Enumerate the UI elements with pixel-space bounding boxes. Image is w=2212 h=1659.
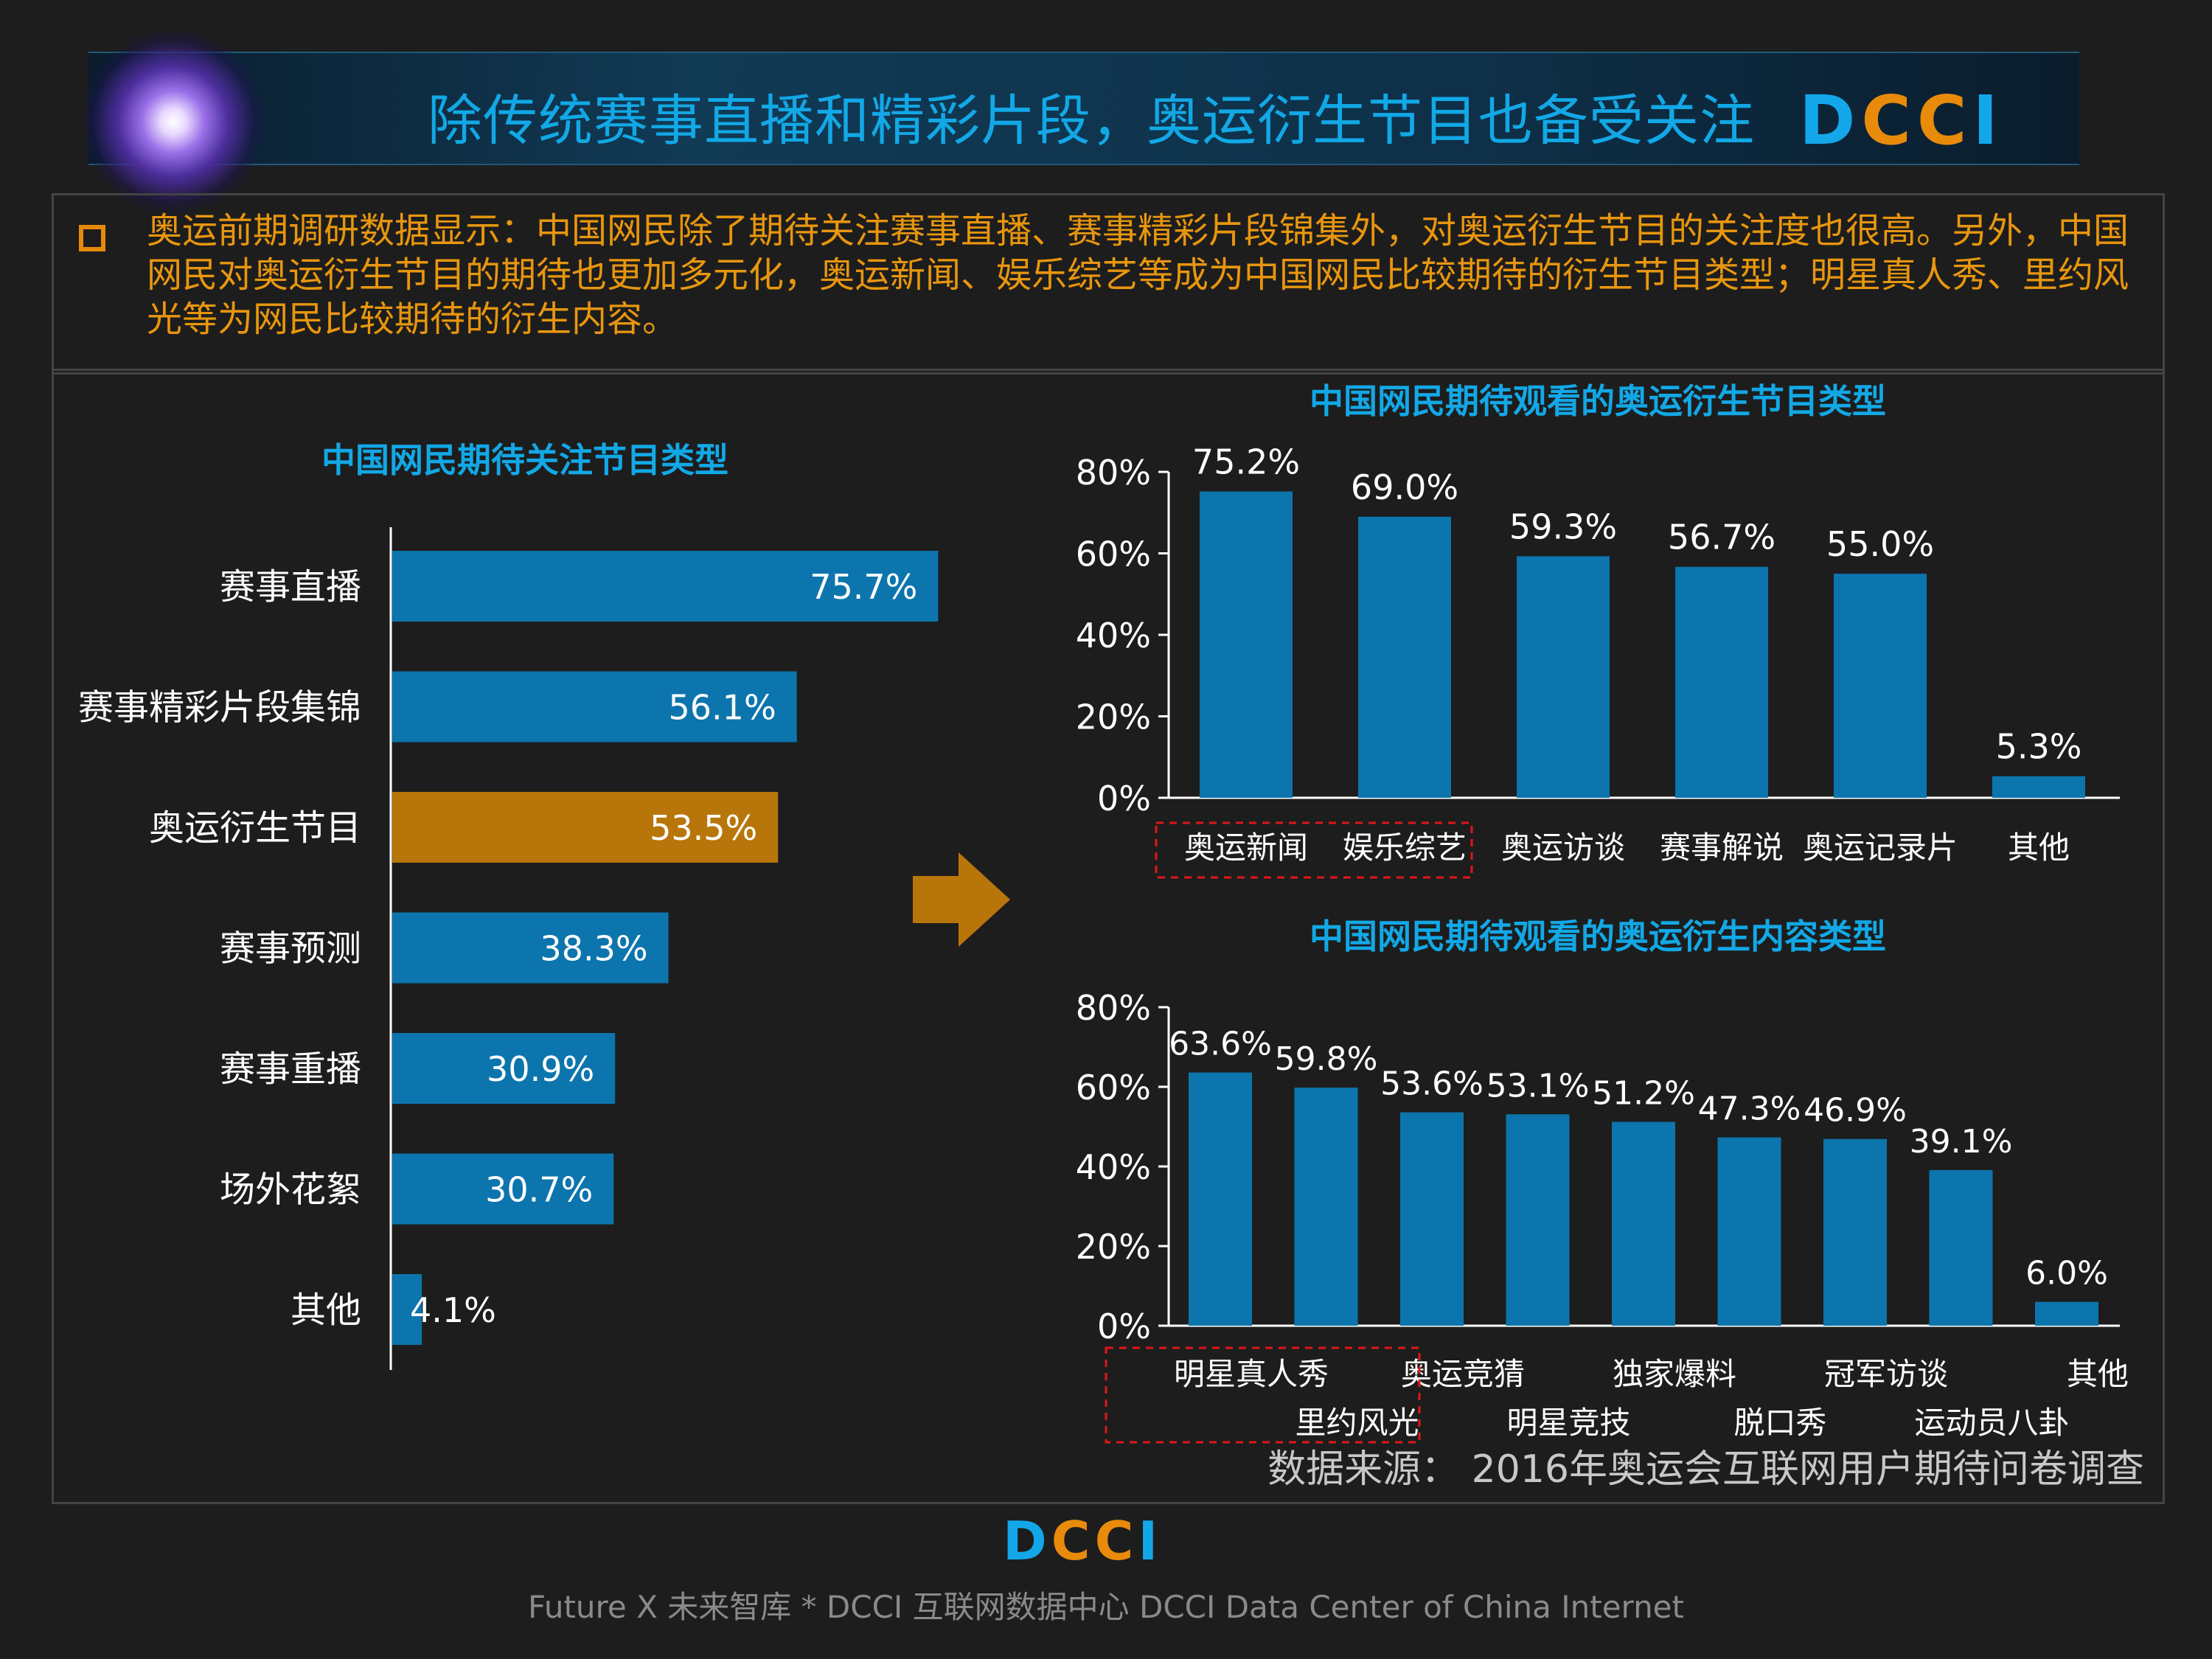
chart1-category-label-6: 其他 [291,1290,361,1331]
chart2-bar-2 [1517,556,1610,798]
chart2-y-tick-label-1: 20% [1076,698,1151,737]
chart1-value-label-3: 38.3% [540,929,647,969]
chart1-category-label-2: 奥运衍生节目 [149,807,361,849]
chart3-value-label-4: 51.2% [1592,1075,1695,1113]
chart2-value-label-1: 69.0% [1351,467,1458,507]
chart1-bar-3 [392,912,669,984]
chart3-bar-3 [1506,1114,1570,1326]
chart-panel [52,369,2165,1504]
chart2-category-label-1: 娱乐综艺 [1343,830,1467,866]
chart3-category-label-6: 冠军访谈 [1824,1356,1948,1392]
chart2-value-label-3: 56.7% [1668,518,1775,557]
chart1-bar-1 [392,671,797,742]
chart3-highlight-box [1105,1346,1421,1444]
chart2-bar-3 [1675,566,1768,798]
chart3-y-tick-label-4: 80% [1076,988,1151,1028]
chart3-bar-4 [1612,1121,1675,1326]
header-bar [88,52,2079,165]
chart3-value-label-2: 53.6% [1380,1065,1484,1103]
chart1-bar-6 [392,1274,422,1345]
chart1-category-label-3: 赛事预测 [220,928,361,970]
chart2-bar-0 [1200,491,1293,798]
page-title: 除传统赛事直播和精彩片段，奥运衍生节目也备受关注 [428,89,1755,153]
chart3-category-label-7: 运动员八卦 [1914,1405,2069,1441]
chart3-category-label-0: 明星真人秀 [1174,1356,1329,1392]
chart2-category-label-4: 奥运记录片 [1803,830,1958,866]
intro-text: 奥运前期调研数据显示：中国网民除了期待关注赛事直播、赛事精彩片段锦集外，对奥运衍… [147,210,2129,340]
bullet-square-icon [79,225,105,251]
chart2-bar-5 [1992,776,2085,798]
right-arrow-icon [913,852,1010,947]
chart1-value-label-6: 4.1% [410,1290,496,1330]
chart2-y-tick-label-2: 40% [1076,616,1151,655]
footer-text: Future X 未来智库 * DCCI 互联网数据中心 DCCI Data C… [527,1589,1684,1625]
chart3-bar-7 [1929,1169,1993,1326]
chart1-category-label-1: 赛事精彩片段集锦 [78,687,361,728]
chart3-y-tick-label-3: 60% [1076,1068,1151,1107]
chart3-value-label-3: 53.1% [1486,1067,1590,1105]
chart1-value-label-0: 75.7% [810,567,917,607]
chart3-bar-0 [1189,1072,1252,1326]
chart3-category-label-8: 其他 [2067,1356,2129,1392]
chart2-value-label-5: 5.3% [1996,727,2082,767]
star-burst-icon [81,29,265,214]
chart1-bar-0 [392,551,939,622]
chart3-y-tick-label-0: 0% [1097,1307,1151,1346]
chart2-category-label-0: 奥运新闻 [1184,830,1308,866]
chart1-value-label-1: 56.1% [669,688,776,728]
chart3-title: 中国网民期待观看的奥运衍生内容类型 [1310,917,1886,956]
chart3-y-tick-label-2: 40% [1076,1147,1151,1187]
chart2-category-label-5: 其他 [2008,830,2070,866]
chart1-bar-2 [392,792,779,863]
chart2-value-label-4: 55.0% [1826,524,1934,564]
chart3-category-label-3: 明星竞技 [1506,1405,1630,1441]
chart2-category-label-2: 奥运访谈 [1501,830,1625,866]
chart3-value-label-7: 39.1% [1910,1123,2013,1161]
chart2-bar-1 [1358,516,1451,798]
chart3-value-label-8: 6.0% [2025,1255,2108,1293]
chart1-value-label-5: 30.7% [485,1170,593,1210]
dcci-logo-footer: DCCI [1003,1510,1163,1572]
chart2-bar-4 [1834,574,1927,798]
chart3-bar-5 [1717,1137,1781,1326]
chart3-value-label-5: 47.3% [1698,1091,1801,1128]
chart1-bar-4 [392,1033,616,1104]
chart1-value-label-4: 30.9% [487,1049,594,1089]
chart1-category-label-0: 赛事直播 [220,566,361,608]
chart2-y-tick-label-0: 0% [1097,779,1151,818]
chart3-category-label-2: 奥运竞猜 [1401,1356,1525,1392]
chart3-y-tick-label-1: 20% [1076,1227,1151,1267]
chart2-category-label-3: 赛事解说 [1660,830,1784,866]
chart2-y-tick-label-4: 80% [1076,453,1151,493]
data-source: 数据来源： 2016年奥运会互联网用户期待问卷调查 [1267,1447,2144,1492]
chart1-category-label-5: 场外花絮 [220,1169,361,1211]
dcci-logo: DCCI [1799,81,2004,160]
chart2-value-label-2: 59.3% [1509,507,1617,546]
chart3-value-label-1: 59.8% [1275,1040,1378,1078]
chart1-title: 中国网民期待关注节目类型 [321,440,728,480]
chart1-value-label-2: 53.5% [650,808,757,848]
intro-box: 奥运前期调研数据显示：中国网民除了期待关注赛事直播、赛事精彩片段锦集外，对奥运衍… [52,193,2165,375]
chart3-category-label-5: 脱口秀 [1733,1405,1826,1441]
chart3-value-label-0: 63.6% [1169,1026,1272,1063]
chart2-title: 中国网民期待观看的奥运衍生节目类型 [1310,381,1886,421]
chart1-category-label-4: 赛事重播 [220,1048,361,1090]
chart3-category-label-1: 里约风光 [1295,1405,1419,1441]
chart3-bar-2 [1400,1112,1464,1326]
chart3-category-label-4: 独家爆料 [1613,1356,1736,1392]
chart3-bar-6 [1823,1138,1887,1326]
chart2-y-tick-label-3: 60% [1076,535,1151,574]
chart3-bar-1 [1294,1088,1358,1326]
chart3-value-label-6: 46.9% [1804,1092,1907,1130]
chart3-bar-8 [2035,1301,2098,1326]
chart1-bar-5 [392,1153,614,1225]
chart2-value-label-0: 75.2% [1192,442,1300,482]
